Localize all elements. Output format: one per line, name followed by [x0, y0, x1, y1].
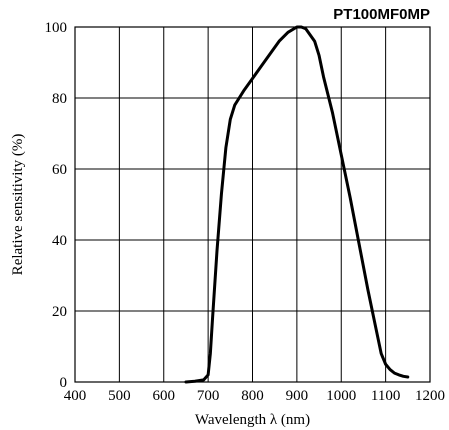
x-tick-label: 900: [286, 388, 309, 404]
y-tick-label: 20: [52, 304, 67, 320]
y-tick-label: 80: [52, 91, 67, 107]
x-tick-label: 1000: [326, 388, 356, 404]
y-tick-labels: 0 20 40 60 80 100: [45, 20, 68, 391]
sensitivity-curve: [184, 25, 410, 384]
x-axis-label: Wavelength λ (nm): [195, 412, 310, 428]
chart-title: PT100MF0MP: [333, 6, 430, 23]
grid: [74, 26, 431, 383]
x-tick-label: 600: [153, 388, 176, 404]
y-tick-label: 0: [60, 375, 68, 391]
x-tick-label: 800: [241, 388, 264, 404]
y-tick-label: 40: [52, 233, 67, 249]
x-tick-labels: 400 500 600 700 800 900 1000 1100 1200: [64, 388, 445, 404]
y-axis-label: Relative sensitivity (%): [10, 134, 26, 276]
x-tick-label: 400: [64, 388, 87, 404]
y-tick-label: 100: [45, 20, 68, 36]
x-tick-label: 1100: [371, 388, 400, 404]
x-tick-label: 700: [197, 388, 220, 404]
plot-frame: [74, 26, 431, 383]
x-tick-label: 500: [108, 388, 131, 404]
y-tick-label: 60: [52, 162, 67, 178]
x-tick-label: 1200: [415, 388, 445, 404]
